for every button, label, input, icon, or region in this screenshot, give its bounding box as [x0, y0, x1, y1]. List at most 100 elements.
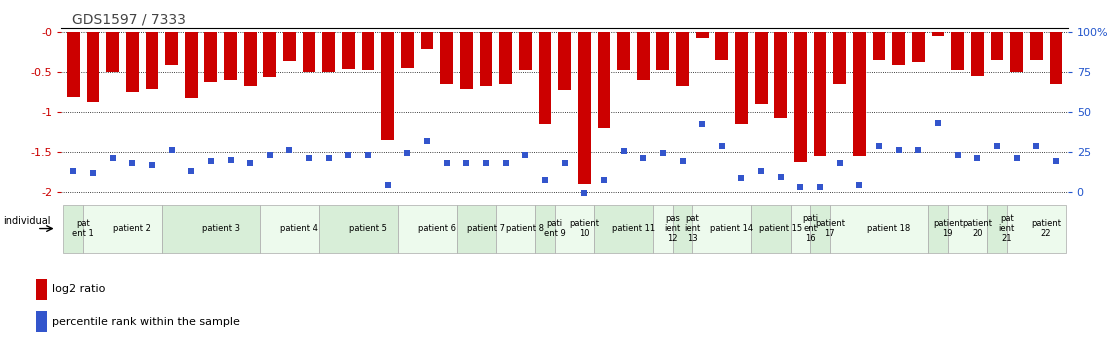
Bar: [401, 32, 414, 68]
FancyBboxPatch shape: [260, 205, 319, 253]
Point: [457, 160, 475, 166]
Text: pas
ient
12: pas ient 12: [664, 214, 681, 244]
Point: [517, 152, 534, 157]
Point: [851, 182, 869, 188]
FancyBboxPatch shape: [673, 205, 692, 253]
Point: [929, 120, 947, 125]
Text: patient 3: patient 3: [201, 224, 239, 233]
Point: [576, 190, 594, 196]
Bar: [755, 32, 767, 104]
Point: [968, 155, 986, 161]
Text: patient 15: patient 15: [759, 224, 803, 233]
Bar: [970, 32, 984, 76]
Bar: [184, 32, 198, 98]
Text: patient
19: patient 19: [932, 219, 963, 238]
Bar: [716, 32, 728, 60]
Text: patient 7: patient 7: [467, 224, 505, 233]
Text: patient 18: patient 18: [868, 224, 910, 233]
FancyBboxPatch shape: [319, 205, 398, 253]
Point: [162, 147, 180, 152]
Point: [182, 169, 200, 174]
Text: percentile rank within the sample: percentile rank within the sample: [53, 317, 240, 327]
Point: [260, 152, 278, 157]
FancyBboxPatch shape: [456, 205, 495, 253]
Bar: [676, 32, 689, 86]
Point: [84, 170, 102, 176]
Bar: [362, 32, 375, 70]
Bar: [145, 32, 159, 89]
Point: [340, 152, 358, 157]
Bar: [912, 32, 925, 62]
Bar: [814, 32, 826, 156]
Point: [320, 155, 338, 161]
Text: patient
10: patient 10: [569, 219, 599, 238]
Bar: [500, 32, 512, 84]
Point: [281, 147, 299, 152]
Point: [909, 147, 927, 152]
Bar: [1030, 32, 1043, 60]
FancyBboxPatch shape: [162, 205, 260, 253]
Bar: [931, 32, 945, 36]
Text: patient 4: patient 4: [281, 224, 319, 233]
Point: [673, 159, 691, 164]
Bar: [539, 32, 551, 124]
Point: [595, 177, 613, 183]
Point: [398, 150, 416, 156]
Point: [654, 150, 672, 156]
Bar: [106, 32, 119, 72]
Bar: [775, 32, 787, 118]
FancyBboxPatch shape: [64, 205, 83, 253]
Bar: [205, 32, 217, 82]
Point: [438, 160, 456, 166]
Bar: [1011, 32, 1023, 72]
Point: [732, 176, 750, 181]
Bar: [165, 32, 178, 65]
FancyBboxPatch shape: [83, 205, 162, 253]
Text: patient 11: patient 11: [612, 224, 655, 233]
Text: pat
ient
21: pat ient 21: [998, 214, 1015, 244]
Point: [65, 169, 83, 174]
FancyBboxPatch shape: [948, 205, 987, 253]
Point: [143, 162, 161, 167]
Point: [812, 184, 830, 189]
Bar: [617, 32, 629, 70]
Bar: [420, 32, 434, 49]
Bar: [833, 32, 846, 84]
FancyBboxPatch shape: [928, 205, 948, 253]
FancyBboxPatch shape: [555, 205, 594, 253]
Point: [713, 144, 731, 149]
Bar: [991, 32, 1003, 60]
Text: log2 ratio: log2 ratio: [53, 284, 105, 294]
Bar: [892, 32, 906, 65]
Bar: [873, 32, 885, 60]
Bar: [264, 32, 276, 77]
Text: GDS1597 / 7333: GDS1597 / 7333: [72, 12, 186, 27]
Point: [1027, 144, 1045, 149]
FancyBboxPatch shape: [692, 205, 751, 253]
Bar: [283, 32, 296, 61]
Point: [104, 155, 122, 161]
FancyBboxPatch shape: [1007, 205, 1065, 253]
Bar: [322, 32, 335, 72]
Text: patient 6: patient 6: [418, 224, 456, 233]
Bar: [1050, 32, 1062, 84]
Point: [1007, 155, 1025, 161]
Point: [771, 174, 789, 179]
FancyBboxPatch shape: [594, 205, 653, 253]
Bar: [459, 32, 473, 89]
Bar: [303, 32, 315, 72]
Bar: [381, 32, 395, 140]
Point: [241, 160, 259, 166]
Text: pati
ent 9: pati ent 9: [543, 219, 566, 238]
FancyBboxPatch shape: [536, 205, 555, 253]
Point: [615, 148, 633, 154]
Point: [634, 155, 652, 161]
Bar: [656, 32, 670, 70]
Bar: [951, 32, 964, 70]
FancyBboxPatch shape: [811, 205, 830, 253]
Point: [496, 160, 514, 166]
Text: pat
ent 1: pat ent 1: [73, 219, 94, 238]
Bar: [126, 32, 139, 92]
FancyBboxPatch shape: [987, 205, 1007, 253]
Bar: [735, 32, 748, 124]
